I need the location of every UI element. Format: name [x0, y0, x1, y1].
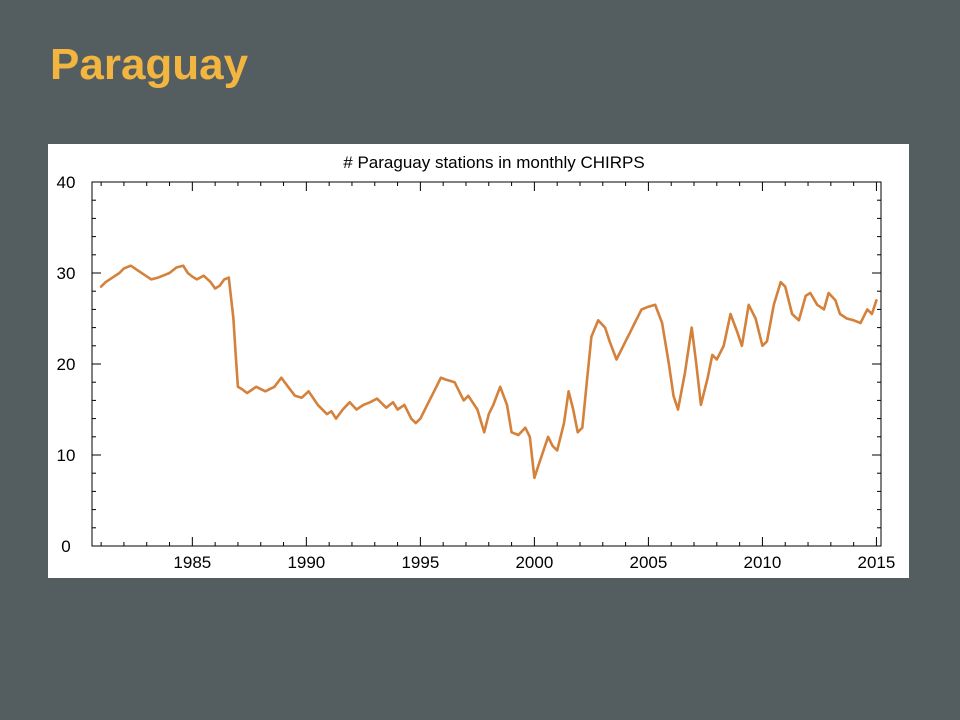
x-tick-label: 1990	[287, 553, 325, 572]
series-line	[99, 264, 878, 480]
y-tick-label: 10	[57, 446, 76, 465]
line-chart: # Paraguay stations in monthly CHIRPS 0 1…	[57, 153, 896, 572]
chart-title: # Paraguay stations in monthly CHIRPS	[343, 153, 644, 172]
axes-layer: 0 10 20 30 40 1985 1990 1995 2000 2005 2010 2015	[57, 173, 896, 572]
y-tick-label: 40	[57, 173, 76, 192]
x-tick-label: 2015	[858, 553, 896, 572]
x-tick-label: 2010	[744, 553, 782, 572]
y-tick-label: 0	[61, 537, 70, 556]
data-layer	[99, 264, 878, 480]
x-tick-label: 2000	[515, 553, 553, 572]
y-tick-label: 30	[57, 264, 76, 283]
plot-frame	[91, 181, 882, 547]
y-tick-label: 20	[57, 355, 76, 374]
x-tick-label: 1985	[173, 553, 211, 572]
x-tick-label: 1995	[401, 553, 439, 572]
chart-panel: # Paraguay stations in monthly CHIRPS 0 1…	[48, 144, 909, 578]
x-tick-label: 2005	[629, 553, 667, 572]
slide-title: Paraguay	[50, 40, 249, 89]
